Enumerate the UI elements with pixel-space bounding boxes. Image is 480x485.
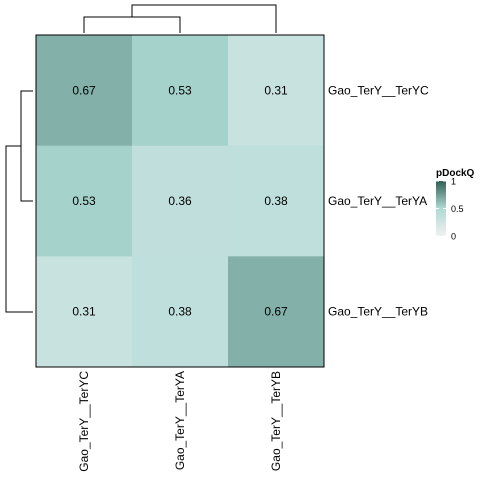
heatmap-cell xyxy=(36,35,133,147)
cell-value-label: 0.67 xyxy=(72,83,96,97)
column-dendrogram-inner-branch xyxy=(83,16,181,33)
column-label: Gao_TerY__TerYA xyxy=(173,371,187,470)
column-dendrogram-outer-branch xyxy=(131,4,277,33)
column-dendrogram xyxy=(83,4,277,33)
row-label: Gao_TerY__TerYA xyxy=(328,194,427,208)
cell-value-labels: 0.67 0.53 0.31 0.53 0.36 0.38 0.31 0.38 0.67 xyxy=(72,83,288,318)
heatmap-cells xyxy=(36,35,325,368)
heatmap-cell xyxy=(228,145,325,257)
row-labels: Gao_TerY__TerYC Gao_TerY__TerYA Gao_TerY__… xyxy=(328,83,429,318)
heatmap-cell xyxy=(132,35,229,147)
heatmap-cell xyxy=(132,145,229,257)
column-label: Gao_TerY__TerYC xyxy=(77,371,91,472)
row-dendrogram xyxy=(5,90,33,313)
legend-title: pDockQ xyxy=(436,168,475,179)
cell-value-label: 0.38 xyxy=(168,305,192,319)
column-labels: Gao_TerY__TerYC Gao_TerY__TerYA Gao_TerY__… xyxy=(77,371,283,472)
heatmap-cell xyxy=(132,256,229,368)
column-label: Gao_TerY__TerYB xyxy=(269,371,283,471)
row-label: Gao_TerY__TerYC xyxy=(328,83,429,97)
cell-value-label: 0.53 xyxy=(168,83,192,97)
cell-value-label: 0.67 xyxy=(264,305,288,319)
cell-value-label: 0.31 xyxy=(72,305,96,319)
heatmap-cell xyxy=(36,256,133,368)
row-dendrogram-outer-branch xyxy=(5,145,33,313)
legend-ticks: 10.50 xyxy=(436,177,464,242)
cell-value-label: 0.31 xyxy=(264,83,288,97)
cell-value-label: 0.36 xyxy=(168,194,192,208)
cell-value-label: 0.38 xyxy=(264,194,288,208)
row-label: Gao_TerY__TerYB xyxy=(328,305,428,319)
row-dendrogram-inner-branch xyxy=(20,90,33,202)
heatmap-cell xyxy=(36,145,133,257)
legend-tick-label: 0 xyxy=(451,232,456,242)
heatmap-cell xyxy=(228,256,325,368)
legend-tick-label: 1 xyxy=(451,177,456,187)
heatmap-cell xyxy=(228,35,325,147)
legend-tick-label: 0.5 xyxy=(451,204,464,214)
heatmap-border xyxy=(35,34,325,368)
color-legend: pDockQ 10.50 xyxy=(436,168,475,242)
cell-value-label: 0.53 xyxy=(72,194,96,208)
legend-colorbar xyxy=(436,181,446,236)
